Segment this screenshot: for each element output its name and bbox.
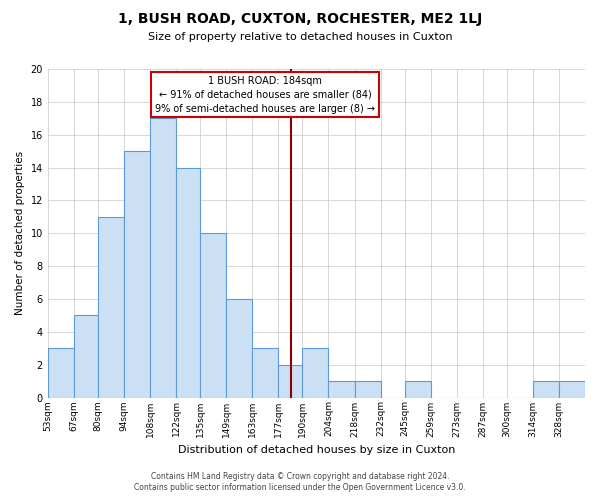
Bar [252, 348, 278, 398]
Bar [559, 381, 585, 398]
Bar [48, 348, 74, 398]
Text: Contains HM Land Registry data © Crown copyright and database right 2024.
Contai: Contains HM Land Registry data © Crown c… [134, 472, 466, 492]
Bar [226, 299, 252, 398]
Bar [74, 316, 98, 398]
Bar [124, 151, 150, 398]
Bar [404, 381, 431, 398]
Bar [355, 381, 380, 398]
Bar [150, 118, 176, 398]
Text: Size of property relative to detached houses in Cuxton: Size of property relative to detached ho… [148, 32, 452, 42]
Bar [278, 364, 302, 398]
Bar [98, 217, 124, 398]
Bar [328, 381, 355, 398]
Bar [533, 381, 559, 398]
Bar [302, 348, 328, 398]
Text: 1 BUSH ROAD: 184sqm
← 91% of detached houses are smaller (84)
9% of semi-detache: 1 BUSH ROAD: 184sqm ← 91% of detached ho… [155, 76, 375, 114]
Y-axis label: Number of detached properties: Number of detached properties [15, 151, 25, 316]
Bar [176, 168, 200, 398]
Bar [200, 234, 226, 398]
X-axis label: Distribution of detached houses by size in Cuxton: Distribution of detached houses by size … [178, 445, 455, 455]
Text: 1, BUSH ROAD, CUXTON, ROCHESTER, ME2 1LJ: 1, BUSH ROAD, CUXTON, ROCHESTER, ME2 1LJ [118, 12, 482, 26]
